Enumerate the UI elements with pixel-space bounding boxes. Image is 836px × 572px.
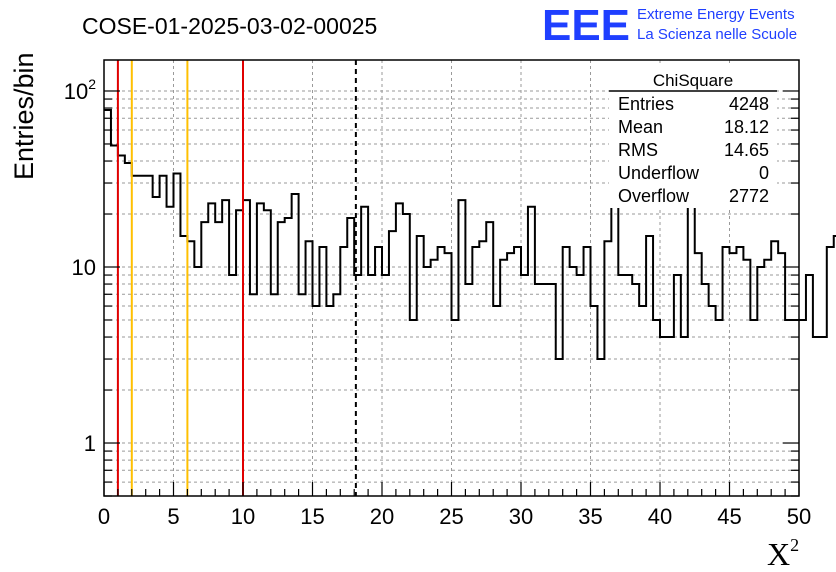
y-axis-label: Entries/bin: [9, 52, 39, 180]
stats-row-label: Mean: [618, 117, 663, 137]
x-tick-label: 10: [231, 504, 255, 529]
x-tick-label: 35: [578, 504, 602, 529]
stats-row-value: 0: [759, 163, 769, 183]
stats-row-label: Underflow: [618, 163, 700, 183]
x-axis-label-superscript: 2: [790, 535, 799, 555]
x-tick-label: 45: [717, 504, 741, 529]
stats-row-value: 2772: [729, 186, 769, 206]
stats-row-value: 14.65: [724, 140, 769, 160]
y-tick-label: 10: [72, 255, 96, 280]
x-tick-label: 30: [509, 504, 533, 529]
x-tick-label: 25: [439, 504, 463, 529]
x-axis-label-base: X: [767, 536, 790, 572]
y-tick-label: 1: [84, 431, 96, 456]
chart-title: COSE-01-2025-03-02-00025: [82, 13, 377, 39]
y-tick-label-exponent: 2: [88, 76, 96, 92]
eee-logo: EEE Extreme Energy Events La Scienza nel…: [542, 1, 797, 50]
histogram-line: [104, 108, 836, 361]
x-tick-label: 0: [98, 504, 110, 529]
x-axis-label: X2: [767, 535, 799, 572]
stats-box: ChiSquare Entries 4248 Mean 18.12 RMS 14.65 Un…: [609, 66, 777, 208]
grid-lines: [104, 60, 799, 497]
y-tick-label-base: 10: [64, 79, 88, 104]
stats-title: ChiSquare: [653, 71, 733, 90]
stats-row-label: Overflow: [618, 186, 690, 206]
stats-row-value: 4248: [729, 94, 769, 114]
stats-rows: Entries 4248 Mean 18.12 RMS 14.65 Underflow 0 Ov…: [618, 94, 769, 206]
stats-row-value: 18.12: [724, 117, 769, 137]
stats-row-label: Entries: [618, 94, 674, 114]
stats-box-background: [609, 66, 777, 208]
eee-logo-line1: Extreme Energy Events: [637, 6, 795, 23]
x-tick-label: 20: [370, 504, 394, 529]
eee-logo-line2: La Scienza nelle Scuole: [637, 26, 797, 43]
x-tick-label: 40: [648, 504, 672, 529]
plot-area: [104, 108, 836, 361]
stats-row-label: RMS: [618, 140, 658, 160]
marker-lines: [116, 60, 357, 496]
x-tick-label: 15: [300, 504, 324, 529]
y-tick-label: 102: [64, 76, 96, 104]
eee-logo-mark: EEE: [542, 1, 630, 50]
x-tick-label: 50: [787, 504, 811, 529]
x-tick-label: 5: [167, 504, 179, 529]
